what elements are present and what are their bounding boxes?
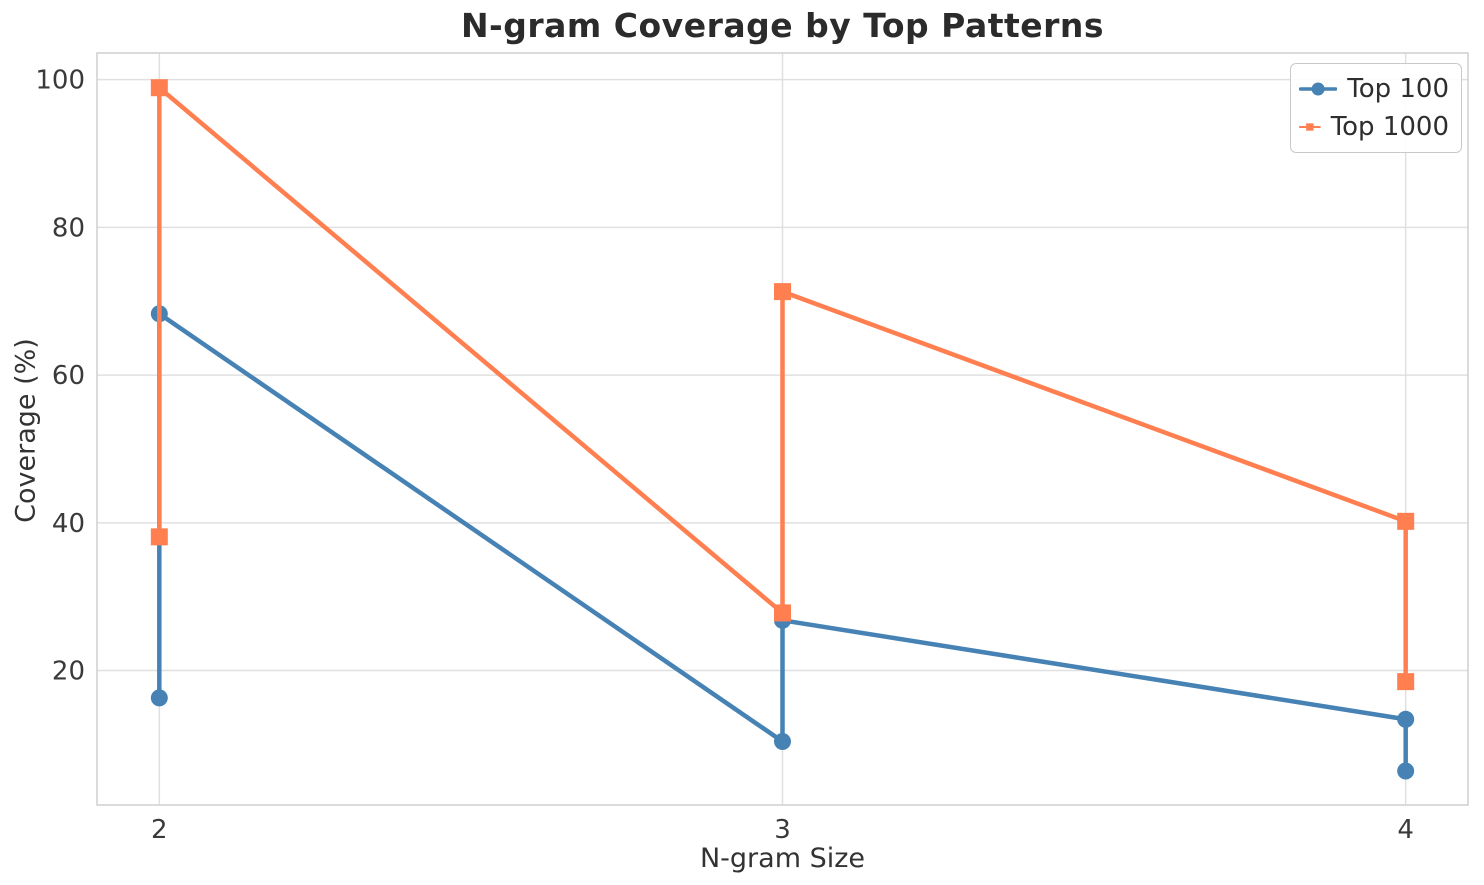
data-point-square — [150, 528, 168, 546]
data-point-square — [1397, 512, 1415, 530]
legend-label: Top 100 — [1347, 74, 1449, 104]
data-point-circle — [1397, 710, 1415, 728]
data-point-square — [774, 604, 791, 622]
x-axis-label: N-gram Size — [699, 843, 866, 874]
data-point-square — [150, 79, 168, 97]
plot-border — [96, 52, 1469, 806]
legend: Top 100 Top 1000 — [1290, 63, 1462, 153]
legend-line-square-icon — [1299, 123, 1321, 131]
data-point-square — [774, 283, 791, 301]
data-point-circle — [1397, 762, 1415, 780]
legend-entry-top-1000: Top 1000 — [1299, 112, 1449, 142]
chart-title: N-gram Coverage by Top Patterns — [460, 6, 1105, 45]
x-tick-label: 4 — [1397, 815, 1414, 845]
data-point-circle — [150, 689, 168, 707]
data-point-square — [1397, 673, 1415, 691]
y-tick-label: 80 — [52, 213, 85, 243]
x-tick-label: 2 — [151, 815, 168, 845]
y-tick-label: 60 — [52, 361, 85, 391]
y-axis-label: Coverage (%) — [10, 338, 42, 523]
y-tick-label: 40 — [52, 509, 85, 539]
y-tick-label: 20 — [52, 657, 85, 687]
x-tick-label: 3 — [774, 815, 791, 845]
legend-line-circle-icon — [1299, 82, 1338, 96]
legend-label: Top 1000 — [1330, 112, 1449, 142]
y-tick-label: 100 — [35, 66, 85, 96]
series-line-top-1000 — [157, 85, 1408, 684]
legend-entry-top-100: Top 100 — [1299, 74, 1449, 104]
data-point-circle — [774, 732, 791, 750]
